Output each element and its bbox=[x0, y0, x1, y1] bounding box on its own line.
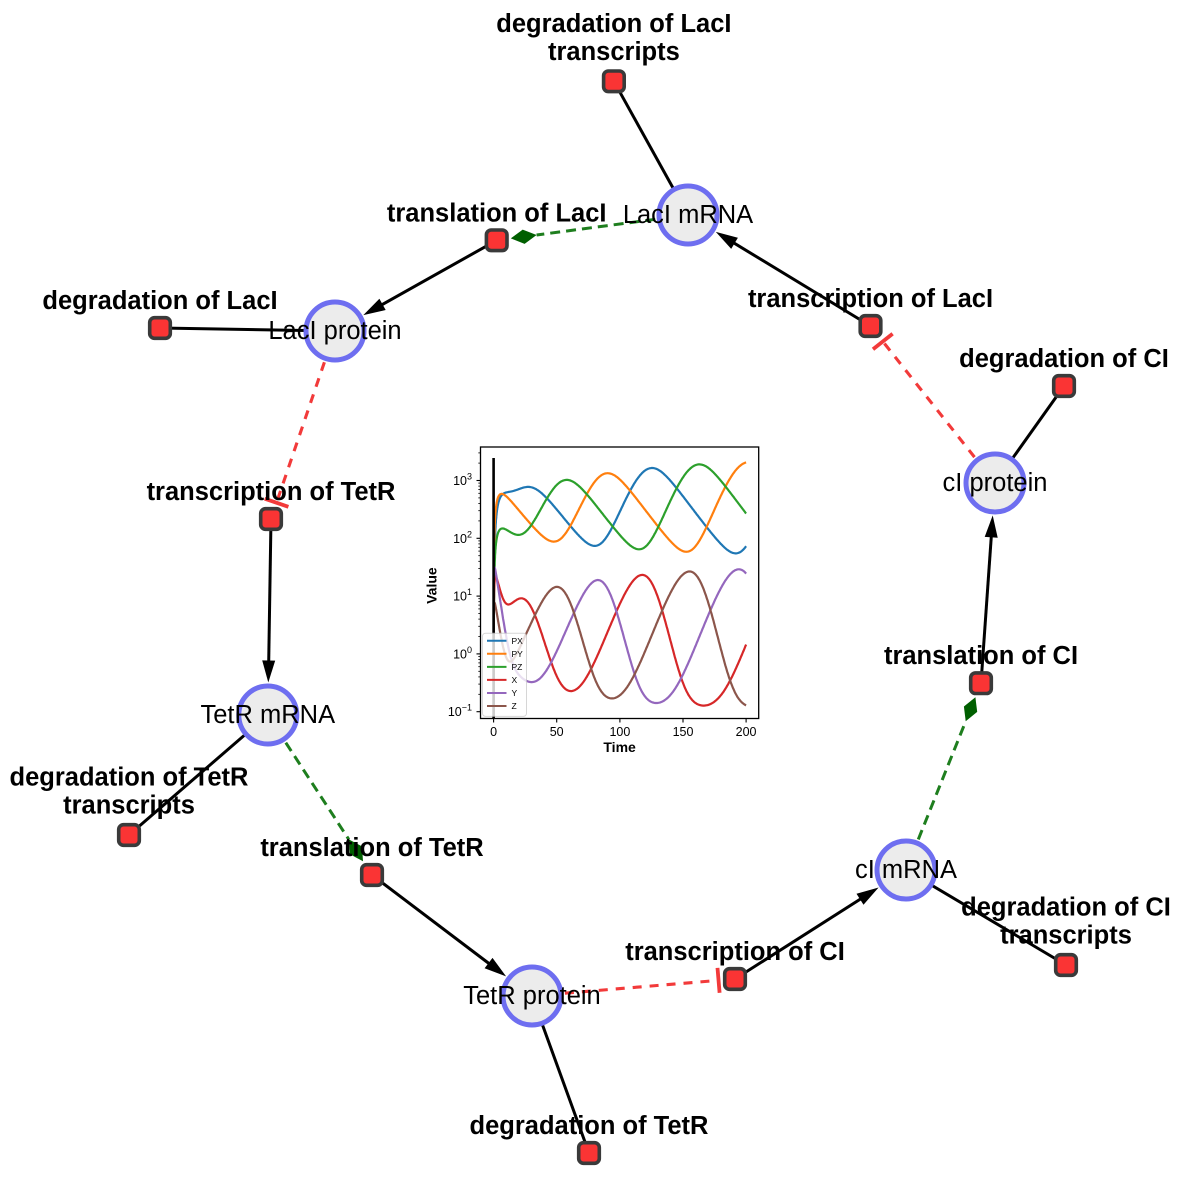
svg-text:transcripts: transcripts bbox=[63, 792, 195, 820]
svg-text:Z: Z bbox=[512, 701, 517, 711]
svg-text:LacI protein: LacI protein bbox=[268, 317, 401, 345]
svg-text:cI mRNA: cI mRNA bbox=[855, 856, 957, 884]
svg-text:0: 0 bbox=[490, 725, 497, 739]
svg-text:cI protein: cI protein bbox=[943, 469, 1048, 497]
svg-text:degradation of LacI: degradation of LacI bbox=[42, 287, 277, 315]
svg-text:degradation of CI: degradation of CI bbox=[961, 894, 1171, 922]
svg-text:TetR protein: TetR protein bbox=[463, 982, 601, 1010]
svg-text:transcripts: transcripts bbox=[548, 38, 680, 66]
svg-text:transcription of TetR: transcription of TetR bbox=[147, 478, 396, 506]
svg-text:150: 150 bbox=[673, 725, 694, 739]
svg-text:transcription of LacI: transcription of LacI bbox=[748, 285, 993, 313]
svg-text:degradation of CI: degradation of CI bbox=[959, 345, 1169, 373]
svg-text:degradation of TetR: degradation of TetR bbox=[470, 1112, 709, 1140]
svg-text:PX: PX bbox=[512, 636, 524, 646]
svg-text:degradation of LacI: degradation of LacI bbox=[496, 10, 731, 38]
svg-text:translation of CI: translation of CI bbox=[884, 642, 1078, 670]
svg-text:50: 50 bbox=[550, 725, 564, 739]
svg-text:translation of LacI: translation of LacI bbox=[387, 199, 607, 227]
svg-text:100: 100 bbox=[609, 725, 630, 739]
svg-text:transcription of CI: transcription of CI bbox=[625, 938, 845, 966]
svg-text:TetR mRNA: TetR mRNA bbox=[200, 701, 335, 729]
svg-text:Time: Time bbox=[603, 739, 636, 755]
svg-text:PY: PY bbox=[512, 649, 524, 659]
svg-text:PZ: PZ bbox=[512, 662, 523, 672]
svg-text:200: 200 bbox=[736, 725, 757, 739]
svg-text:Value: Value bbox=[424, 567, 440, 604]
svg-text:LacI mRNA: LacI mRNA bbox=[623, 201, 753, 229]
svg-text:Y: Y bbox=[512, 688, 518, 698]
svg-text:transcripts: transcripts bbox=[1000, 922, 1132, 950]
svg-text:X: X bbox=[512, 675, 518, 685]
svg-text:translation of TetR: translation of TetR bbox=[260, 834, 483, 862]
svg-text:degradation of TetR: degradation of TetR bbox=[10, 764, 249, 792]
